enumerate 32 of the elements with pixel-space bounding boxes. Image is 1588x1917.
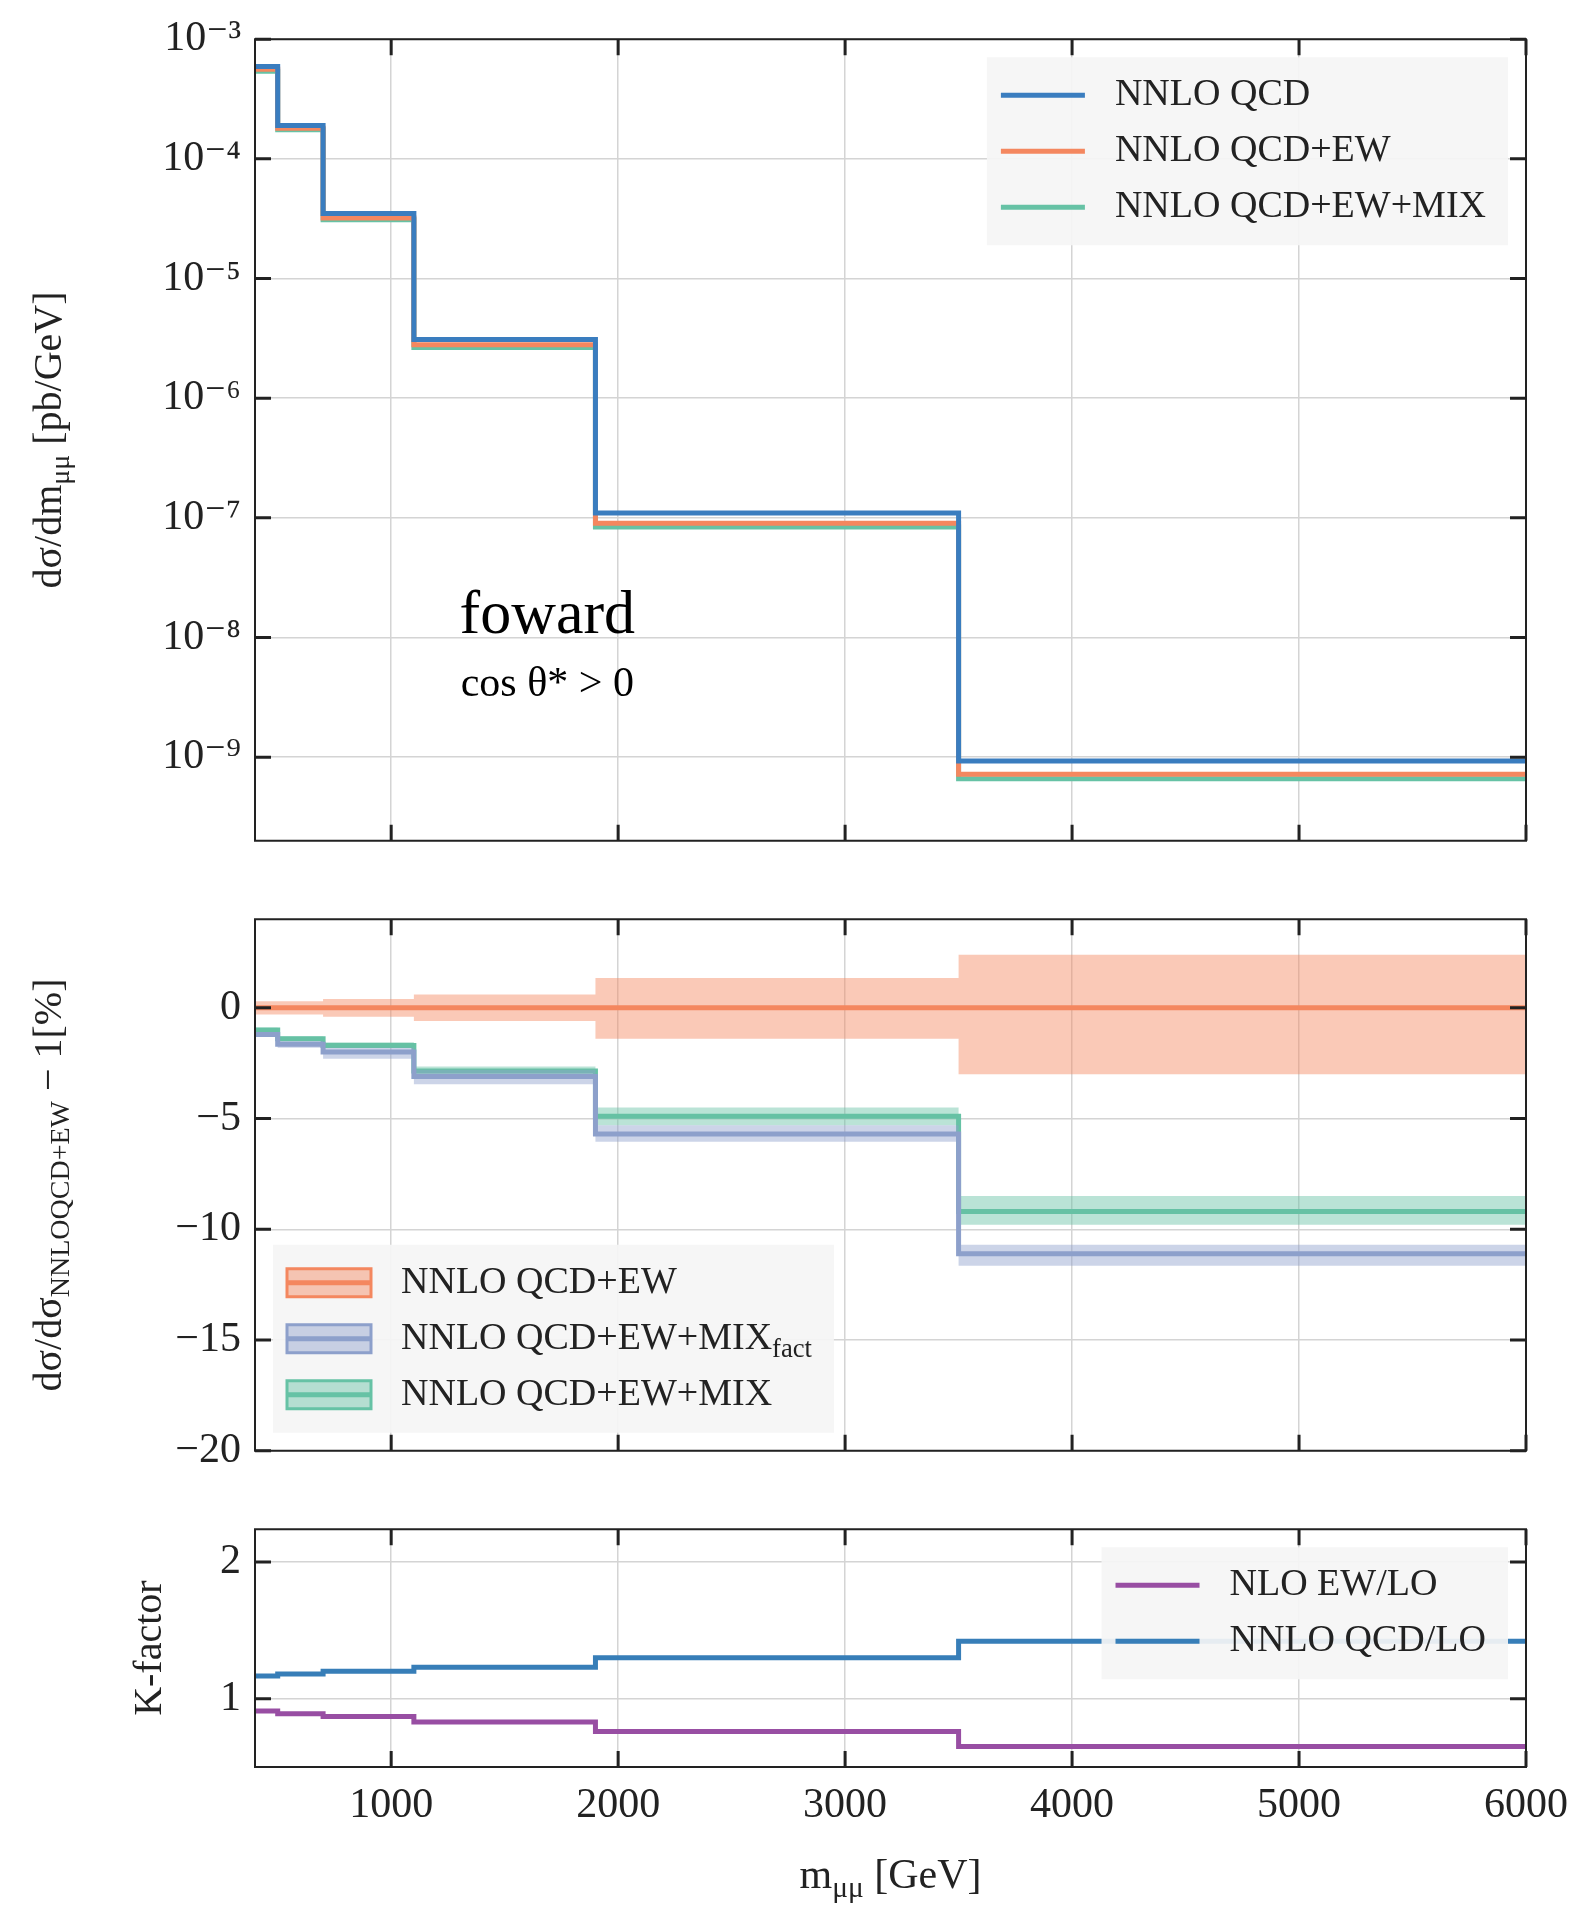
y-tick-label: 10⁻⁸ [162, 611, 241, 658]
x-tick-label: 1000 [349, 1780, 434, 1827]
y-tick-label: −10 [175, 1203, 241, 1250]
y-tick-label: 0 [220, 981, 241, 1028]
y-axis-title: dσ/dσNNLOQCD+EW − 1[%] [24, 978, 76, 1392]
y-tick-label: 10⁻⁴ [162, 132, 241, 179]
legend-label: NNLO QCD+EW [1114, 127, 1391, 170]
y-tick-label: −20 [175, 1424, 241, 1471]
y-tick-label: 2 [220, 1536, 241, 1583]
y-tick-label: −5 [196, 1092, 241, 1139]
legend-label: NNLO QCD/LO [1229, 1617, 1486, 1660]
legend-label: NNLO QCD+EW+MIX [401, 1370, 773, 1413]
y-tick-label: 10⁻⁷ [162, 491, 241, 538]
x-tick-label: 2000 [576, 1780, 661, 1827]
legend-label: NLO EW/LO [1229, 1561, 1438, 1604]
annotation: foward [459, 577, 636, 646]
y-tick-label: 10⁻³ [164, 13, 241, 60]
y-tick-label: 1 [220, 1672, 241, 1719]
legend-label: NNLO QCD+EW [401, 1258, 677, 1301]
y-axis-title: K-factor [124, 1580, 170, 1716]
legend-label: NNLO QCD [1114, 71, 1311, 114]
annotation: cos θ* > 0 [460, 658, 634, 705]
x-tick-label: 6000 [1484, 1780, 1568, 1827]
x-tick-label: 4000 [1030, 1780, 1115, 1827]
y-tick-label: 10⁻⁶ [162, 372, 241, 419]
y-tick-label: 10⁻⁵ [162, 252, 241, 299]
y-tick-label: 10⁻⁹ [162, 731, 241, 778]
x-tick-label: 3000 [803, 1780, 888, 1827]
y-axis-title: dσ/dmμμ [pb/GeV] [24, 291, 76, 589]
x-tick-label: 5000 [1257, 1780, 1342, 1827]
legend-label: NNLO QCD+EW+MIX [1114, 183, 1486, 226]
y-tick-label: −15 [175, 1314, 241, 1361]
